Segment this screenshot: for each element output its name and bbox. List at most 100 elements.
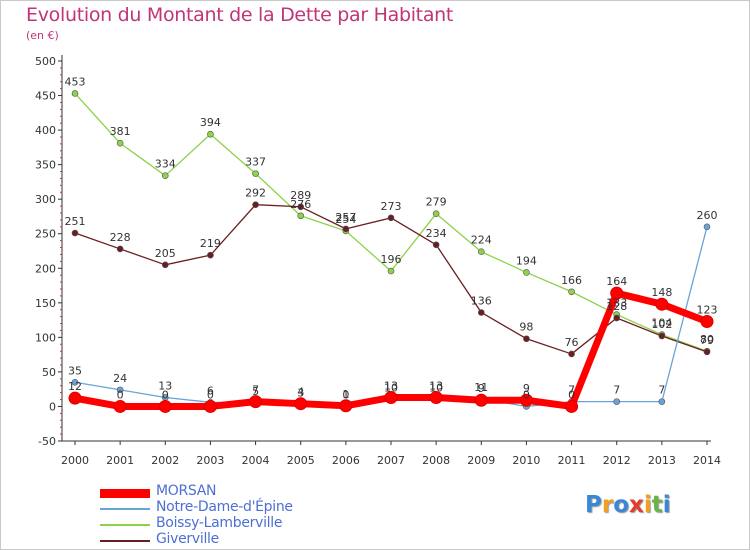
data-label: 453 <box>65 75 86 88</box>
legend-swatch <box>100 489 150 498</box>
data-label: 98 <box>519 321 533 334</box>
series-point <box>116 245 124 253</box>
data-label: 273 <box>381 200 402 213</box>
x-tick-label: 2002 <box>151 454 179 467</box>
y-tick-label: 0 <box>49 400 56 413</box>
series-point <box>613 314 621 322</box>
series-point <box>71 229 79 237</box>
data-label: 4 <box>297 386 304 399</box>
series-point <box>68 391 82 405</box>
data-label: 0 <box>523 388 530 401</box>
series-point <box>252 170 259 177</box>
logo-letter: i <box>662 492 671 518</box>
data-label: 104 <box>651 317 672 330</box>
data-label: 80 <box>700 333 714 346</box>
logo-letter: r <box>601 492 614 518</box>
legend-swatch <box>100 540 150 542</box>
series-point <box>116 386 124 394</box>
data-label: 6 <box>207 384 214 397</box>
data-label: 148 <box>651 286 672 299</box>
data-label: 102 <box>651 318 672 331</box>
data-label: 224 <box>471 234 492 247</box>
data-label: 9 <box>478 382 485 395</box>
y-tick-label: 50 <box>42 366 56 379</box>
data-label: 1 <box>342 388 349 401</box>
series-point <box>432 241 440 249</box>
series-point <box>523 335 530 343</box>
y-tick-label: 100 <box>35 331 56 344</box>
data-label: 196 <box>381 253 402 266</box>
legend-swatch <box>100 524 150 526</box>
data-label: 381 <box>110 125 131 138</box>
logo-letter: o <box>613 492 630 518</box>
data-label: 12 <box>68 380 82 393</box>
logo-letter: t <box>651 492 663 518</box>
series-point <box>297 203 305 211</box>
x-tick-label: 2006 <box>332 454 360 467</box>
series-point <box>655 297 669 311</box>
data-label: 251 <box>65 215 86 228</box>
data-label: 394 <box>200 116 221 129</box>
data-label: 219 <box>200 237 221 250</box>
chart-subtitle: (en €) <box>26 29 59 42</box>
data-label: 0 <box>162 388 169 401</box>
series-point <box>297 212 305 220</box>
series-point <box>703 348 711 356</box>
x-tick-label: 2008 <box>422 454 450 467</box>
data-label: 7 <box>658 384 665 397</box>
data-label: 10 <box>429 382 443 395</box>
data-label: 11 <box>474 381 488 394</box>
series-point <box>387 214 395 222</box>
data-label: 205 <box>155 247 176 260</box>
x-tick-label: 2012 <box>603 454 631 467</box>
legend-swatch <box>100 508 150 510</box>
x-tick-label: 2001 <box>106 454 134 467</box>
data-label: 0 <box>568 388 575 401</box>
data-label: 136 <box>471 294 492 307</box>
x-tick-label: 2014 <box>693 454 721 467</box>
series-point <box>249 395 263 409</box>
y-tick-label: -50 <box>38 435 56 448</box>
data-label: 276 <box>290 198 311 211</box>
x-tick-label: 2003 <box>196 454 224 467</box>
series-point <box>429 390 443 404</box>
data-label: 228 <box>110 231 131 244</box>
series-point <box>568 288 575 296</box>
data-label: 334 <box>155 158 176 171</box>
x-tick-label: 2011 <box>558 454 586 467</box>
legend-label: MORSAN <box>156 483 217 499</box>
series-point <box>519 393 533 407</box>
x-tick-label: 2013 <box>648 454 676 467</box>
x-tick-label: 2010 <box>512 454 540 467</box>
series-point <box>116 139 124 147</box>
y-tick-label: 150 <box>35 297 56 310</box>
data-label: 76 <box>565 336 579 349</box>
y-tick-label: 500 <box>35 55 56 68</box>
series-point <box>161 261 169 269</box>
data-label: 337 <box>245 156 266 169</box>
x-tick-label: 2007 <box>377 454 405 467</box>
data-label: 128 <box>606 300 627 313</box>
series-point <box>71 90 79 97</box>
legend-label: Giverville <box>156 531 219 547</box>
data-label: 0 <box>207 388 214 401</box>
x-tick-label: 2009 <box>467 454 495 467</box>
x-tick-label: 2004 <box>242 454 270 467</box>
series-point <box>610 286 624 300</box>
data-label: 0 <box>342 388 349 401</box>
data-label: 257 <box>335 211 356 224</box>
data-label: 5 <box>252 385 259 398</box>
data-label: 292 <box>245 187 266 200</box>
y-tick-label: 400 <box>35 124 56 137</box>
data-label: 13 <box>429 379 443 392</box>
y-tick-label: 300 <box>35 193 56 206</box>
series-point <box>294 397 308 411</box>
logo-letter: i <box>643 492 652 518</box>
series-point <box>342 225 350 233</box>
series-point <box>703 223 711 231</box>
series-point <box>158 399 172 413</box>
series-point <box>203 399 217 413</box>
